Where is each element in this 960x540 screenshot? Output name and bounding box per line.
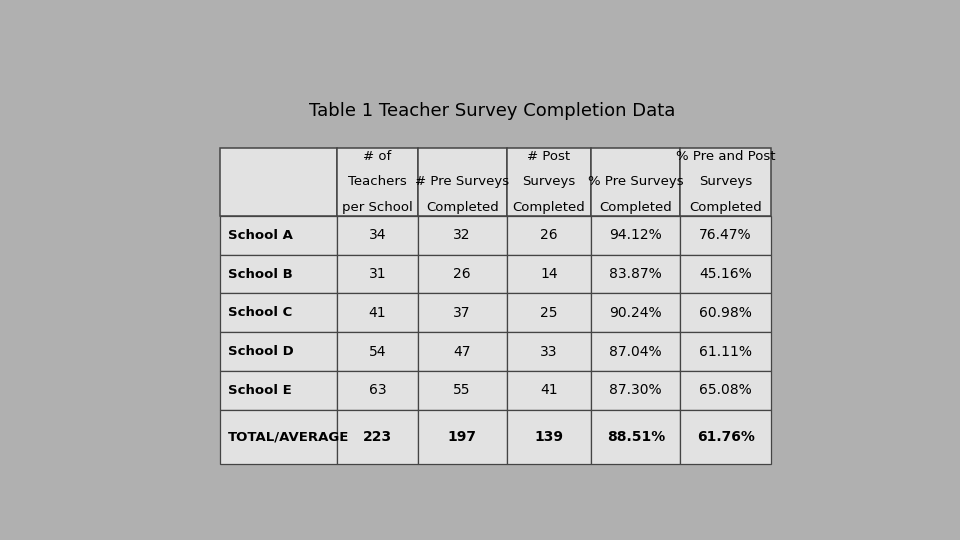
Bar <box>507 216 591 255</box>
Text: 47: 47 <box>453 345 471 359</box>
Bar <box>221 148 337 216</box>
Text: 63: 63 <box>369 383 386 397</box>
Bar <box>591 410 681 464</box>
Text: 32: 32 <box>453 228 471 242</box>
Bar <box>418 410 507 464</box>
Bar <box>507 410 591 464</box>
Text: # of: # of <box>363 150 392 163</box>
Text: Table 1 Teacher Survey Completion Data: Table 1 Teacher Survey Completion Data <box>309 102 675 120</box>
Bar <box>681 148 771 216</box>
Text: 34: 34 <box>369 228 386 242</box>
Text: # Post: # Post <box>527 150 570 163</box>
Bar <box>681 293 771 332</box>
Text: 31: 31 <box>369 267 386 281</box>
Text: 37: 37 <box>453 306 471 320</box>
Text: 26: 26 <box>453 267 471 281</box>
Text: 83.87%: 83.87% <box>610 267 662 281</box>
Text: TOTAL/AVERAGE: TOTAL/AVERAGE <box>228 430 349 443</box>
Text: School B: School B <box>228 267 293 281</box>
Text: 60.98%: 60.98% <box>699 306 752 320</box>
Text: per School: per School <box>342 200 413 213</box>
Bar <box>221 216 337 255</box>
Bar <box>591 148 681 216</box>
Text: 139: 139 <box>535 430 564 444</box>
Text: 33: 33 <box>540 345 558 359</box>
Text: 54: 54 <box>369 345 386 359</box>
Bar <box>337 332 418 371</box>
Text: School E: School E <box>228 384 292 397</box>
Text: 76.47%: 76.47% <box>699 228 752 242</box>
Bar <box>221 255 337 293</box>
Text: 41: 41 <box>369 306 386 320</box>
Text: 26: 26 <box>540 228 558 242</box>
Bar <box>337 216 418 255</box>
Bar <box>591 255 681 293</box>
Bar <box>507 332 591 371</box>
Bar <box>681 255 771 293</box>
Bar <box>337 255 418 293</box>
Text: 197: 197 <box>447 430 477 444</box>
Bar <box>507 148 591 216</box>
Text: % Pre and Post: % Pre and Post <box>676 150 776 163</box>
Bar <box>221 371 337 410</box>
Bar <box>507 371 591 410</box>
Text: Teachers: Teachers <box>348 176 407 188</box>
Bar <box>337 410 418 464</box>
Bar <box>507 293 591 332</box>
Bar <box>418 371 507 410</box>
Text: 223: 223 <box>363 430 392 444</box>
Text: School A: School A <box>228 229 293 242</box>
Bar <box>337 371 418 410</box>
Bar <box>418 332 507 371</box>
Bar <box>591 216 681 255</box>
Text: Completed: Completed <box>426 200 498 213</box>
Text: 45.16%: 45.16% <box>699 267 752 281</box>
Text: Surveys: Surveys <box>522 176 576 188</box>
Bar <box>681 332 771 371</box>
Text: 87.30%: 87.30% <box>610 383 662 397</box>
Text: Completed: Completed <box>689 200 762 213</box>
Bar <box>337 148 418 216</box>
Text: 65.08%: 65.08% <box>699 383 752 397</box>
Text: 88.51%: 88.51% <box>607 430 665 444</box>
Text: School D: School D <box>228 345 294 358</box>
Text: # Pre Surveys: # Pre Surveys <box>415 176 509 188</box>
Bar <box>418 216 507 255</box>
Text: School C: School C <box>228 306 292 319</box>
Text: Surveys: Surveys <box>699 176 753 188</box>
Bar <box>681 410 771 464</box>
Text: Completed: Completed <box>599 200 672 213</box>
Text: 90.24%: 90.24% <box>610 306 662 320</box>
Text: 25: 25 <box>540 306 558 320</box>
Text: 14: 14 <box>540 267 558 281</box>
Bar <box>681 371 771 410</box>
Text: 55: 55 <box>453 383 471 397</box>
Bar <box>418 148 507 216</box>
Bar <box>591 332 681 371</box>
Text: 94.12%: 94.12% <box>610 228 662 242</box>
Text: 61.11%: 61.11% <box>699 345 752 359</box>
Bar <box>681 216 771 255</box>
Bar <box>418 293 507 332</box>
Text: Completed: Completed <box>513 200 586 213</box>
Bar <box>591 371 681 410</box>
Text: 61.76%: 61.76% <box>697 430 755 444</box>
Bar <box>221 293 337 332</box>
Bar <box>221 332 337 371</box>
Bar <box>507 255 591 293</box>
Bar <box>591 293 681 332</box>
Bar <box>337 293 418 332</box>
Text: 41: 41 <box>540 383 558 397</box>
Bar <box>221 410 337 464</box>
Bar <box>418 255 507 293</box>
Text: % Pre Surveys: % Pre Surveys <box>588 176 684 188</box>
Text: 87.04%: 87.04% <box>610 345 662 359</box>
